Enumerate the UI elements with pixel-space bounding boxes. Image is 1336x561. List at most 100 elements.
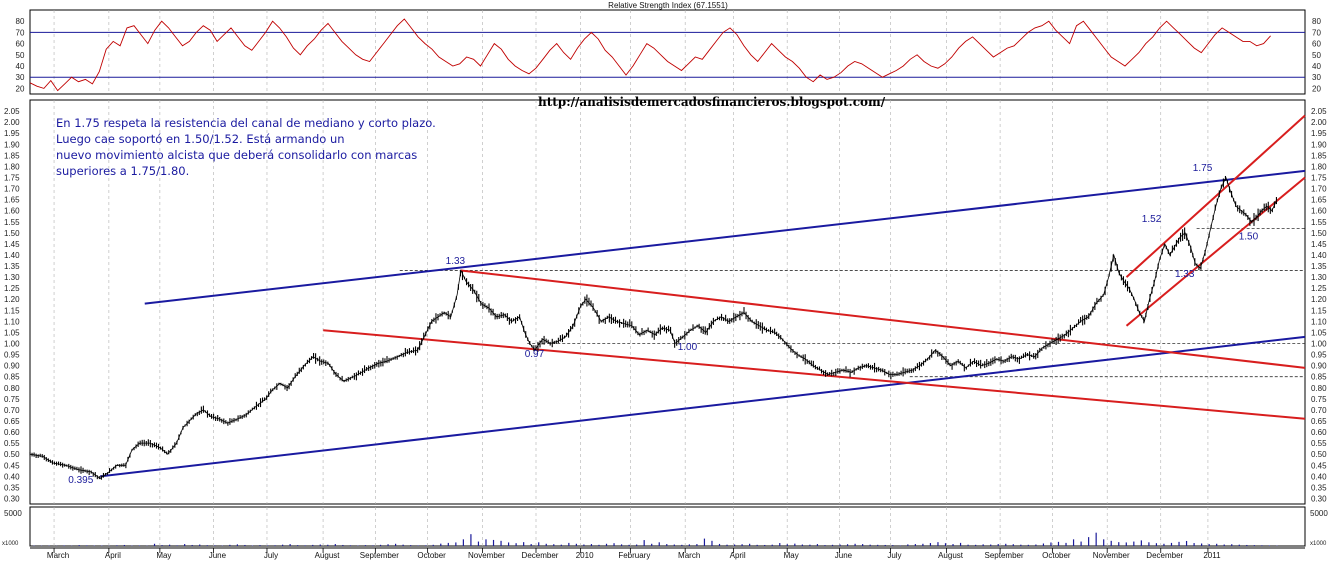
price-tick-right: 0.85 bbox=[1311, 373, 1327, 382]
price-tick-left: 1.55 bbox=[4, 218, 20, 227]
price-tick-left: 1.60 bbox=[4, 207, 20, 216]
rsi-tick-left: 50 bbox=[16, 51, 25, 60]
price-label: 1.33 bbox=[446, 256, 466, 267]
price-tick-right: 1.10 bbox=[1311, 317, 1327, 326]
price-tick-left: 0.35 bbox=[4, 483, 20, 492]
price-tick-left: 1.95 bbox=[4, 129, 20, 138]
note-line-4: superiores a 1.75/1.80. bbox=[56, 164, 189, 178]
price-tick-left: 1.85 bbox=[4, 151, 20, 160]
site-url: http://analisisdemercadosfinancieros.blo… bbox=[538, 95, 886, 109]
price-tick-left: 2.00 bbox=[4, 118, 20, 127]
month-label: March bbox=[678, 551, 700, 560]
price-tick-right: 1.05 bbox=[1311, 328, 1327, 337]
price-tick-left: 0.75 bbox=[4, 395, 20, 404]
rsi-tick-left: 70 bbox=[16, 28, 25, 37]
trend-line-red-channel-low bbox=[1125, 176, 1306, 327]
rsi-tick-right: 60 bbox=[1312, 40, 1321, 49]
month-label: March bbox=[47, 551, 69, 560]
trend-line-red-channel-up bbox=[1125, 114, 1306, 278]
month-label: September bbox=[985, 551, 1024, 560]
rsi-tick-left: 40 bbox=[16, 62, 25, 71]
price-tick-left: 1.05 bbox=[4, 328, 20, 337]
month-label: December bbox=[522, 551, 559, 560]
price-tick-left: 1.90 bbox=[4, 140, 20, 149]
price-tick-left: 1.10 bbox=[4, 317, 20, 326]
note-line-2: Luego cae soportó en 1.50/1.52. Está arm… bbox=[56, 132, 345, 146]
price-tick-right: 1.45 bbox=[1311, 240, 1327, 249]
price-label: 1.00 bbox=[678, 342, 698, 353]
price-tick-right: 0.45 bbox=[1311, 461, 1327, 470]
price-tick-left: 1.30 bbox=[4, 273, 20, 282]
rsi-tick-left: 80 bbox=[16, 17, 25, 26]
price-tick-left: 1.80 bbox=[4, 162, 20, 171]
rsi-line bbox=[29, 18, 1271, 92]
price-tick-right: 1.40 bbox=[1311, 251, 1327, 260]
price-tick-right: 0.65 bbox=[1311, 417, 1327, 426]
price-tick-right: 0.90 bbox=[1311, 362, 1327, 371]
trend-line-blue-upper bbox=[144, 169, 1306, 305]
trend-line-red-upper bbox=[460, 269, 1306, 369]
price-tick-right: 0.50 bbox=[1311, 450, 1327, 459]
month-label: September bbox=[360, 551, 399, 560]
price-tick-right: 0.55 bbox=[1311, 439, 1327, 448]
rsi-tick-right: 30 bbox=[1312, 73, 1321, 82]
price-tick-left: 1.70 bbox=[4, 185, 20, 194]
price-tick-left: 1.35 bbox=[4, 262, 20, 271]
price-tick-right: 1.25 bbox=[1311, 284, 1327, 293]
price-tick-left: 0.65 bbox=[4, 417, 20, 426]
price-tick-right: 2.00 bbox=[1311, 118, 1327, 127]
price-tick-right: 0.30 bbox=[1311, 494, 1327, 503]
rsi-tick-right: 70 bbox=[1312, 28, 1321, 37]
price-tick-right: 0.60 bbox=[1311, 428, 1327, 437]
price-tick-right: 2.05 bbox=[1311, 107, 1327, 116]
month-label: November bbox=[468, 551, 505, 560]
rsi-tick-right: 20 bbox=[1312, 84, 1321, 93]
month-label: 2010 bbox=[576, 551, 594, 560]
month-label: October bbox=[1042, 551, 1071, 560]
price-tick-right: 1.85 bbox=[1311, 151, 1327, 160]
price-tick-right: 1.30 bbox=[1311, 273, 1327, 282]
price-tick-left: 1.45 bbox=[4, 240, 20, 249]
month-label: June bbox=[209, 551, 227, 560]
month-label: July bbox=[887, 551, 901, 560]
price-tick-left: 1.75 bbox=[4, 173, 20, 182]
month-label: April bbox=[105, 551, 121, 560]
month-label: November bbox=[1093, 551, 1130, 560]
price-tick-left: 1.50 bbox=[4, 229, 20, 238]
price-tick-left: 0.55 bbox=[4, 439, 20, 448]
month-label: August bbox=[938, 551, 964, 560]
volume-panel: 5000 5000 x1000 x1000 bbox=[2, 506, 1328, 547]
rsi-tick-right: 80 bbox=[1312, 17, 1321, 26]
price-tick-left: 0.45 bbox=[4, 461, 20, 470]
price-tick-right: 1.90 bbox=[1311, 140, 1327, 149]
price-tick-right: 1.35 bbox=[1311, 262, 1327, 271]
volume-tick-bottom: x1000 bbox=[2, 541, 19, 547]
price-tick-left: 1.40 bbox=[4, 251, 20, 260]
price-tick-right: 1.80 bbox=[1311, 162, 1327, 171]
price-tick-left: 0.85 bbox=[4, 373, 20, 382]
price-tick-right: 0.95 bbox=[1311, 351, 1327, 360]
month-label: December bbox=[1146, 551, 1183, 560]
price-label: 1.33 bbox=[1175, 269, 1195, 280]
price-tick-right: 1.00 bbox=[1311, 340, 1327, 349]
price-tick-left: 0.60 bbox=[4, 428, 20, 437]
price-label: 0.97 bbox=[525, 349, 545, 360]
rsi-tick-right: 50 bbox=[1312, 51, 1321, 60]
price-tick-left: 1.15 bbox=[4, 306, 20, 315]
month-label: June bbox=[835, 551, 853, 560]
price-tick-left: 1.65 bbox=[4, 196, 20, 205]
note-line-3: nuevo movimiento alcista que deberá cons… bbox=[56, 148, 417, 162]
price-tick-right: 1.55 bbox=[1311, 218, 1327, 227]
x-axis: March April May June July August September Octo… bbox=[30, 547, 1305, 560]
month-label: May bbox=[156, 551, 171, 560]
month-label: May bbox=[784, 551, 799, 560]
volume-tick-top: 5000 bbox=[4, 509, 22, 518]
volume-tick-bottom-right: x1000 bbox=[1310, 541, 1327, 547]
trend-line-blue-lower bbox=[100, 335, 1306, 478]
trend-line-red-lower bbox=[323, 329, 1306, 420]
price-tick-left: 0.95 bbox=[4, 351, 20, 360]
price-tick-left: 1.20 bbox=[4, 295, 20, 304]
price-tick-left: 0.90 bbox=[4, 362, 20, 371]
